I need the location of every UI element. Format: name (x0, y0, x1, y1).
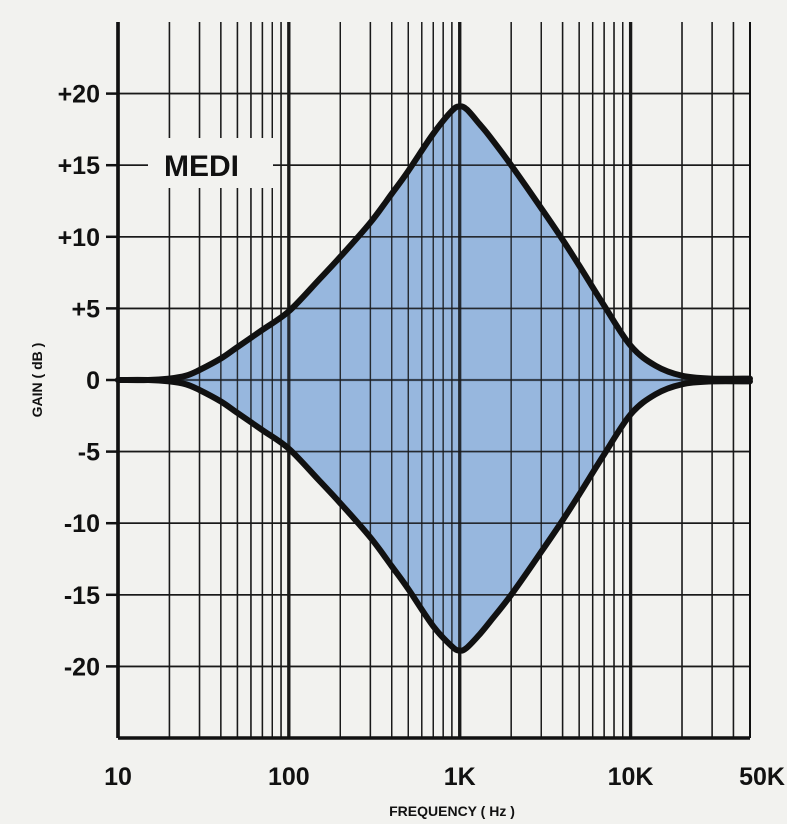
y-tick-label: -5 (78, 439, 100, 467)
x-tick-label: 10 (104, 763, 132, 791)
y-axis-title: GAIN ( dB ) (29, 343, 45, 418)
x-tick-label: 10K (608, 763, 654, 791)
response-curves (115, 103, 753, 654)
y-tick-label: -15 (64, 582, 100, 610)
x-tick-label: 1K (444, 763, 476, 791)
x-tick-label: 50K (739, 763, 785, 791)
y-tick-label: +15 (58, 152, 101, 180)
boost-cut-area (118, 106, 750, 651)
plot-frame (106, 22, 751, 740)
response-area (116, 22, 751, 738)
annotation-background (148, 138, 273, 188)
cut-curve (115, 376, 753, 654)
y-tick-label: 0 (86, 367, 100, 395)
y-tick-labels: +20 +15 +10 +5 0 -5 -10 -15 -20 (58, 81, 101, 682)
x-axis-title: FREQUENCY ( Hz ) (389, 803, 515, 819)
x-tick-label: 100 (268, 763, 310, 791)
y-tick-label: +10 (58, 224, 100, 252)
annotation: MEDI (148, 138, 273, 188)
x-tick-labels: 10 100 1K 10K 50K (104, 763, 785, 791)
y-tick-label: -10 (64, 510, 100, 538)
y-tick-label: -20 (64, 653, 100, 681)
boost-curve (115, 103, 753, 384)
y-tick-label: +20 (58, 81, 100, 109)
annotation-label: MEDI (164, 150, 239, 183)
y-tick-label: +5 (71, 295, 100, 323)
